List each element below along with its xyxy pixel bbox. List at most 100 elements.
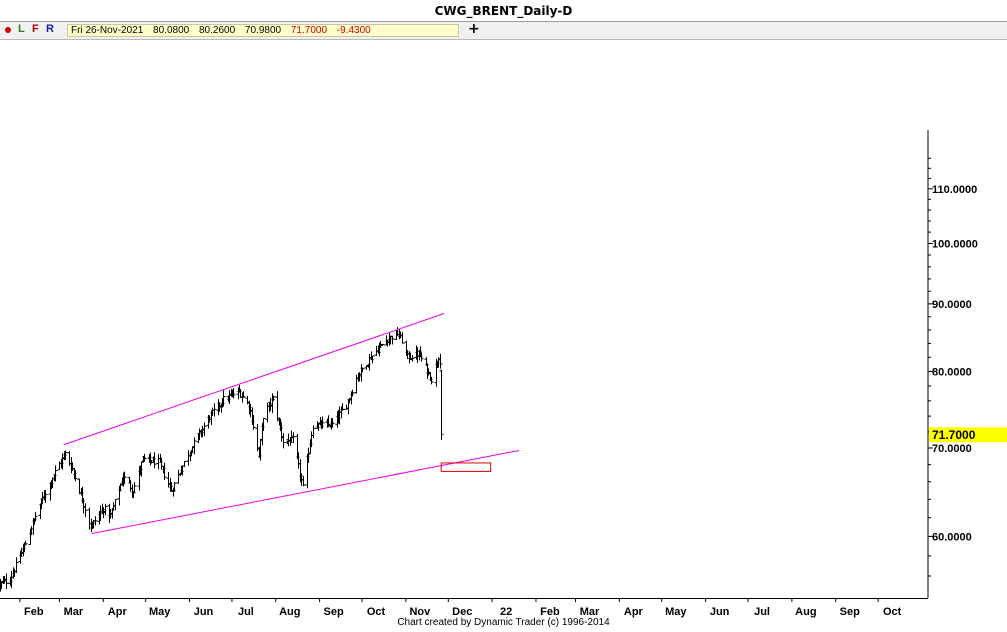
price-bar <box>330 418 335 428</box>
price-bar <box>162 462 167 480</box>
quote-close: 71.7000 <box>290 25 328 36</box>
time-axis: Feb Mar Apr May Jun Jul Aug Sep Oct Nov Dec 22 Feb Ma… <box>0 598 928 618</box>
time-tick-label: Apr <box>108 606 128 618</box>
quote-readout: Fri 26-Nov-2021 80.0800 80.2600 70.9800 … <box>67 24 459 37</box>
last-price-bar <box>439 369 444 441</box>
time-tick-label: May <box>149 606 171 618</box>
quote-open: 80.0800 <box>153 25 190 36</box>
price-bar <box>231 388 236 399</box>
status-dot-icon <box>5 27 11 33</box>
time-tick-label: Aug <box>279 606 300 618</box>
price-bar <box>122 471 127 485</box>
price-bar <box>271 395 276 401</box>
price-bar <box>320 416 325 429</box>
time-tick-label: Oct <box>367 606 386 618</box>
price-bar <box>377 342 382 357</box>
price-bar <box>410 355 415 362</box>
target-zone-box <box>440 462 492 472</box>
price-bar <box>339 406 344 419</box>
price-tick-label: 110.0000 <box>932 184 977 196</box>
quote-change: -9.4300 <box>336 25 371 36</box>
price-bar <box>364 365 369 370</box>
price-bar <box>182 460 187 468</box>
price-bar <box>192 437 197 455</box>
price-bar <box>380 343 385 347</box>
time-tick-label: Jul <box>754 606 770 618</box>
time-tick-label: Jun <box>194 606 214 618</box>
window-title-bar: CWG_BRENT_Daily-D <box>0 0 1007 22</box>
time-tick-label: 22 <box>500 606 512 618</box>
time-tick-label: Aug <box>795 606 816 618</box>
quote-toolbar: L F R Fri 26-Nov-2021 80.0800 80.2600 70… <box>0 21 1007 40</box>
price-bar <box>142 453 147 462</box>
price-bar <box>176 469 181 484</box>
price-bar <box>360 367 365 373</box>
plus-icon[interactable]: + <box>468 21 480 37</box>
price-bar <box>132 482 137 494</box>
price-bar <box>212 403 217 417</box>
price-bar <box>63 450 68 460</box>
price-tick-label: 70.0000 <box>932 443 972 455</box>
ratio-button[interactable]: R <box>46 23 54 35</box>
price-bar <box>152 452 157 469</box>
chart-overlays <box>63 313 520 535</box>
price-bar <box>33 511 38 522</box>
price-bar <box>117 485 122 506</box>
price-bar <box>438 353 443 369</box>
price-bar <box>202 422 207 437</box>
footer-credit: Chart created by Dynamic Trader (c) 1996… <box>397 617 610 628</box>
price-bar <box>156 453 161 470</box>
price-bar <box>103 503 108 516</box>
price-bar <box>370 355 375 364</box>
time-tick-label: Dec <box>452 606 472 618</box>
time-tick-label: Feb <box>24 606 44 618</box>
price-bar <box>77 478 82 495</box>
price-bar <box>172 482 177 492</box>
fib-button[interactable]: F <box>32 23 39 35</box>
price-bar <box>400 332 405 344</box>
price-bar <box>93 516 98 526</box>
price-bar <box>73 470 78 482</box>
price-bar <box>43 489 48 503</box>
last-price-marker <box>929 427 1007 443</box>
price-bar <box>241 391 246 398</box>
price-bar <box>419 352 424 362</box>
price-bar <box>186 450 191 466</box>
time-tick-label: Mar <box>580 606 600 618</box>
price-bar <box>166 471 171 488</box>
price-bar <box>57 461 62 471</box>
last-price-label: 71.7000 <box>932 428 976 442</box>
price-bar <box>113 499 118 511</box>
time-tick-label: Jul <box>238 606 254 618</box>
price-bar <box>14 557 19 574</box>
time-tick-label: Apr <box>624 606 644 618</box>
quote-low: 70.9800 <box>244 25 282 36</box>
lower-channel-line <box>91 449 520 535</box>
time-tick-label: May <box>665 606 687 618</box>
price-bar <box>306 447 311 463</box>
upper-channel-line <box>63 313 445 446</box>
price-bar <box>221 390 226 407</box>
price-bar <box>291 432 296 444</box>
price-tick-label: 90.0000 <box>932 299 972 311</box>
price-bar <box>367 353 372 371</box>
price-bar <box>340 403 345 410</box>
time-tick-label: Oct <box>883 606 902 618</box>
time-tick-label: Jun <box>710 606 730 618</box>
price-bar <box>390 335 395 345</box>
time-tick-label: Feb <box>540 606 560 618</box>
price-bar <box>251 415 256 430</box>
price-bar <box>281 432 286 449</box>
price-axis: 60.0000 70.0000 80.0000 90.0000 100.0000 110.… <box>927 130 1007 598</box>
price-bar <box>81 498 86 514</box>
price-bar <box>83 503 88 518</box>
price-bar <box>359 364 364 382</box>
price-bar <box>18 550 23 564</box>
price-bar <box>4 573 9 590</box>
quote-date: Fri 26-Nov-2021 <box>71 25 144 36</box>
time-tick-label: Mar <box>64 606 84 618</box>
lines-button[interactable]: L <box>18 23 25 35</box>
price-tick-label: 60.0000 <box>932 531 972 543</box>
price-bar <box>301 475 306 487</box>
